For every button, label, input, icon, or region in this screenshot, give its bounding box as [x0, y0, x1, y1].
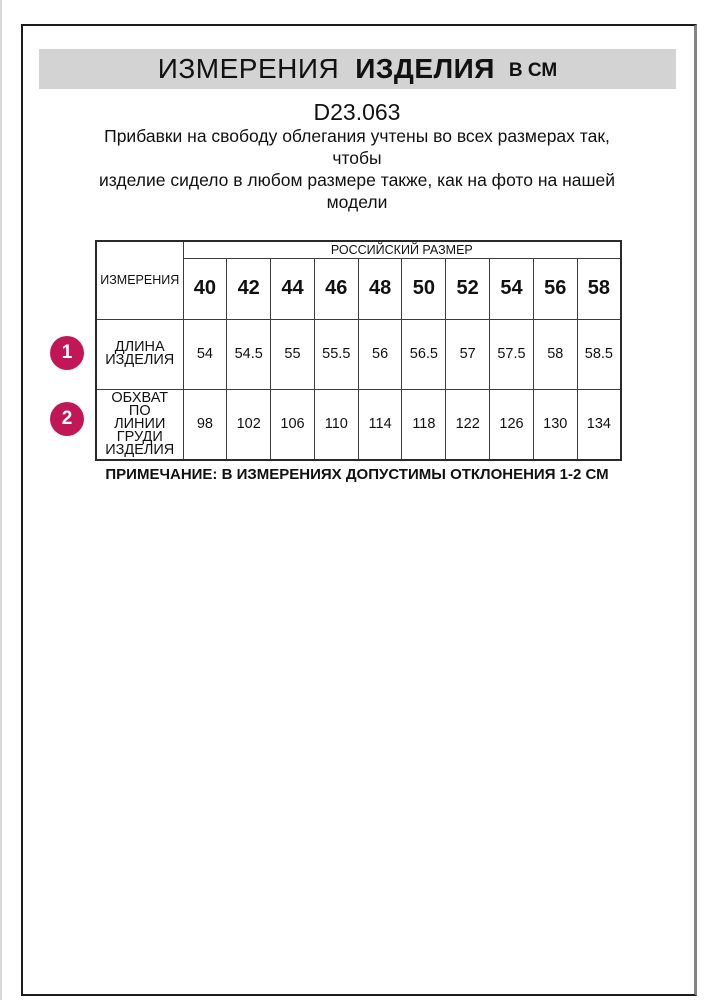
- table-row-length: ДЛИНА ИЗДЕЛИЯ 54 54.5 55 55.5 56 56.5 57…: [95, 318, 622, 390]
- title-word-measurements: ИЗМЕРЕНИЯ: [157, 53, 340, 84]
- value-cell: 102: [226, 388, 272, 460]
- value-cell: 134: [576, 388, 622, 460]
- size-cell: 48: [357, 257, 403, 320]
- row-label-length: ДЛИНА ИЗДЕЛИЯ: [95, 318, 184, 390]
- size-cell: 46: [313, 257, 359, 320]
- value-cell: 114: [357, 388, 403, 460]
- row-label-chest: ОБХВАТ ПО ЛИНИИ ГРУДИ ИЗДЕЛИЯ: [95, 388, 184, 460]
- size-cell: 52: [445, 257, 491, 320]
- value-cell: 130: [532, 388, 578, 460]
- measure-column-header: ИЗМЕРЕНИЯ: [95, 240, 184, 320]
- value-cell: 58.5: [576, 318, 622, 390]
- value-cell: 126: [489, 388, 534, 460]
- value-cell: 54.5: [226, 318, 272, 390]
- row-number-badge-2: 2: [50, 402, 84, 436]
- russian-size-header: РОССИЙСКИЙ РАЗМЕР: [182, 240, 622, 259]
- title-word-product: ИЗДЕЛИЯ: [355, 53, 495, 84]
- table-row-sizes: 40 42 44 46 48 50 52 54 56 58: [96, 257, 622, 320]
- value-cell: 58: [532, 318, 578, 390]
- value-cell: 56.5: [401, 318, 447, 390]
- size-cell: 54: [489, 257, 534, 320]
- size-cell: 42: [226, 257, 272, 320]
- value-cell: 57: [445, 318, 491, 390]
- page-border-frame: [21, 24, 697, 996]
- size-cell: 50: [401, 257, 447, 320]
- page-left-edge: [0, 0, 2, 1000]
- size-cell: 40: [182, 257, 228, 320]
- title-unit-cm: В СМ: [508, 60, 558, 81]
- value-cell: 98: [182, 388, 228, 460]
- fit-description: Прибавки на свободу облегания учтены во …: [98, 126, 616, 212]
- value-cell: 55.5: [313, 318, 359, 390]
- value-cell: 118: [401, 388, 447, 460]
- value-cell: 54: [182, 318, 228, 390]
- value-cell: 110: [313, 388, 359, 460]
- size-cell: 44: [270, 257, 315, 320]
- value-cell: 122: [445, 388, 491, 460]
- size-cell: 58: [576, 257, 622, 320]
- table-row-chest: ОБХВАТ ПО ЛИНИИ ГРУДИ ИЗДЕЛИЯ 98 102 106…: [95, 388, 622, 460]
- value-cell: 106: [270, 388, 315, 460]
- article-code: D23.063: [313, 99, 401, 125]
- value-cell: 56: [357, 318, 403, 390]
- row-number-badge-1: 1: [50, 336, 84, 370]
- size-cell: 56: [532, 257, 578, 320]
- value-cell: 57.5: [489, 318, 534, 390]
- size-table: ИЗМЕРЕНИЯ РОССИЙСКИЙ РАЗМЕР 40 42 44 46 …: [95, 240, 623, 461]
- value-cell: 55: [270, 318, 315, 390]
- tolerance-note: ПРИМЕЧАНИЕ: В ИЗМЕРЕНИЯХ ДОПУСТИМЫ ОТКЛО…: [105, 466, 609, 483]
- page-title: ИЗМЕРЕНИЯ ИЗДЕЛИЯ В СМ: [39, 49, 676, 89]
- table-row-size-group: ИЗМЕРЕНИЯ РОССИЙСКИЙ РАЗМЕР: [95, 240, 622, 320]
